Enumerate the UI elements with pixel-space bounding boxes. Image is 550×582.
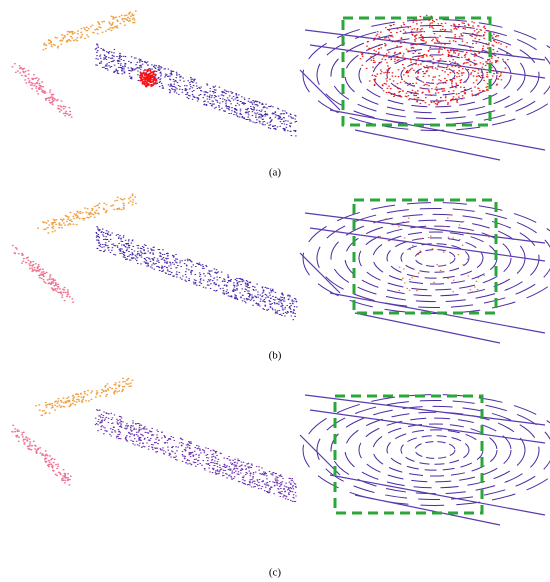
row-b <box>11 193 550 344</box>
row-a <box>11 10 550 161</box>
noise-points <box>359 14 509 106</box>
highlight-box <box>352 198 498 315</box>
scan-ring <box>400 435 470 465</box>
scan-ring <box>316 24 550 126</box>
road-edge <box>304 394 546 426</box>
scan-ring <box>358 417 512 483</box>
scan-ring <box>330 213 540 303</box>
road-edge <box>354 312 501 344</box>
road-edge <box>329 474 546 516</box>
point-cloud <box>35 377 134 416</box>
road-edge <box>304 212 546 244</box>
road-edge <box>299 69 341 111</box>
scan-ring <box>358 225 512 291</box>
panel-label: (c) <box>269 567 282 579</box>
scan-ring <box>414 66 456 84</box>
road-edge <box>354 494 501 526</box>
highlight-box <box>333 394 484 515</box>
scan-ring <box>372 48 498 102</box>
point-cloud <box>94 43 298 137</box>
point-cloud <box>11 424 72 486</box>
scan-ring <box>302 19 550 131</box>
scan-ring <box>302 202 550 314</box>
scan-ring <box>386 237 484 279</box>
noise-points <box>379 214 490 293</box>
panel-label: (b) <box>269 350 282 362</box>
scan-ring <box>330 405 540 495</box>
road-edge <box>309 227 546 262</box>
point-cloud <box>95 226 298 321</box>
panel-label: (a) <box>269 167 282 179</box>
scan-ring <box>386 54 484 96</box>
road-edge <box>304 29 546 61</box>
road-edge <box>299 252 341 294</box>
road-edge <box>299 434 341 476</box>
scan-ring <box>414 249 456 267</box>
scan-ring <box>414 441 456 459</box>
road-edge <box>354 129 501 161</box>
point-cloud <box>11 63 73 118</box>
point-cloud <box>36 193 137 234</box>
scan-ring <box>400 60 470 90</box>
scan-ring <box>316 399 550 501</box>
point-cloud <box>94 409 297 503</box>
point-cloud <box>42 10 137 51</box>
detected-object <box>139 68 158 88</box>
road-edge <box>329 109 546 151</box>
row-c <box>11 377 550 526</box>
road-edge <box>309 409 546 444</box>
scan-ring <box>372 423 498 477</box>
road-edge <box>309 44 546 79</box>
scan-ring <box>330 30 540 120</box>
scan-ring <box>302 394 550 506</box>
scan-ring <box>400 243 470 273</box>
point-cloud <box>11 244 75 303</box>
highlight-box <box>341 16 492 127</box>
scan-ring <box>344 411 526 489</box>
scan-ring <box>316 207 550 309</box>
